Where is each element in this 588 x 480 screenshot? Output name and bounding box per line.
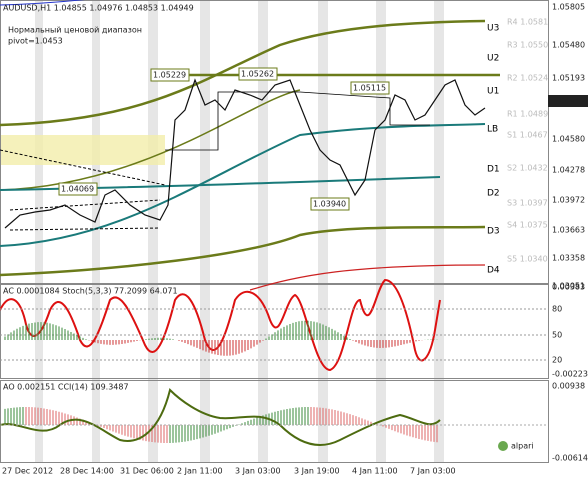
level-label: D4	[487, 266, 500, 276]
ac-axis-label: -0.00223	[552, 370, 588, 379]
ac-axis-label: 0.00383	[552, 283, 585, 292]
price-label: 1.05805	[552, 3, 585, 12]
ac-axis-label: 50	[552, 331, 562, 340]
price-label: 1.03051	[552, 282, 585, 291]
level-label: D3	[487, 227, 500, 237]
pivot-level-label: R4 1.0581	[507, 18, 548, 27]
pivot-level-label: R2 1.0524	[507, 74, 548, 83]
stoch-levels	[0, 308, 548, 361]
ac-histogram	[4, 320, 438, 356]
time-label: 27 Dec 2012	[2, 467, 53, 476]
time-label: 28 Dec 14:00	[60, 467, 114, 476]
level-label: U2	[487, 54, 499, 64]
price-label: 1.04278	[552, 166, 585, 175]
callout-label: 1.03940	[313, 200, 346, 209]
last-price-box	[548, 95, 588, 107]
level-label: LB	[487, 125, 498, 135]
callout-box	[350, 81, 390, 95]
time-label: 7 Jan 03:00	[410, 467, 456, 476]
pivot-level-label: S1 1.0467	[507, 131, 548, 140]
cci-line	[0, 388, 441, 446]
indicator-name: Нормальный ценовой диапазон	[8, 26, 142, 35]
ao-axis-label: 0.00938	[552, 382, 585, 391]
level-label: U3	[487, 24, 499, 34]
pivot-level-label: R3 1.0550	[507, 41, 548, 50]
price-label: 1.03972	[552, 196, 585, 205]
pivot-level-label: S4 1.0375	[507, 221, 548, 230]
time-label: 2 Jan 11:00	[177, 467, 223, 476]
callout-label: 1.05115	[353, 84, 386, 93]
price-label: 1.05193	[552, 74, 585, 83]
pivot-level-label: S5 1.0340	[507, 255, 548, 264]
time-label: 31 Dec 06:00	[120, 467, 174, 476]
ao-axis-label: -0.00614	[552, 454, 588, 463]
ac-header: AC 0.0001084 Stoch(5,3,3) 77.2099 64.071	[3, 287, 178, 296]
callout-box	[238, 67, 278, 81]
highlight-zone	[0, 135, 165, 165]
callout-label: 1.05262	[241, 70, 274, 79]
level-label: D2	[487, 189, 500, 199]
time-label: 3 Jan 19:00	[294, 467, 340, 476]
level-lines	[0, 0, 500, 291]
callout-label: 1.04069	[61, 185, 94, 194]
time-label: 3 Jan 03:00	[235, 467, 281, 476]
pivot-label: pivot=1.0453	[8, 37, 63, 46]
level-label: D1	[487, 165, 500, 175]
labels: AUDUSD,H1 1.04855 1.04976 1.04853 1.0494…	[2, 3, 588, 476]
ao-header: AO 0.002151 CCI(14) 109.3487	[3, 383, 129, 392]
price-label: 1.03358	[552, 254, 585, 263]
ac-axis-label: 80	[552, 305, 562, 314]
callout-label: 1.05229	[153, 71, 186, 80]
stoch-line	[0, 278, 441, 372]
price-label: 1.05480	[552, 41, 585, 50]
callout-box	[150, 68, 190, 82]
time-label: 4 Jan 11:00	[352, 467, 398, 476]
level-label: U1	[487, 87, 499, 97]
price-label: 1.03663	[552, 226, 585, 235]
pivot-level-label: S3 1.0397	[507, 199, 548, 208]
brand-label: alpari	[511, 442, 534, 451]
chart-header: AUDUSD,H1 1.04855 1.04976 1.04853 1.0494…	[3, 4, 194, 13]
callout-box	[58, 182, 98, 196]
price-label: 1.04949	[552, 97, 585, 106]
ac-axis-label: 20	[552, 356, 562, 365]
brand-icon	[498, 441, 508, 451]
price-label: 1.04580	[552, 135, 585, 144]
price-path	[4, 78, 486, 229]
callout-box	[310, 197, 350, 211]
pivot-level-label: S2 1.0432	[507, 164, 548, 173]
pivot-level-label: R1 1.0489	[507, 110, 548, 119]
